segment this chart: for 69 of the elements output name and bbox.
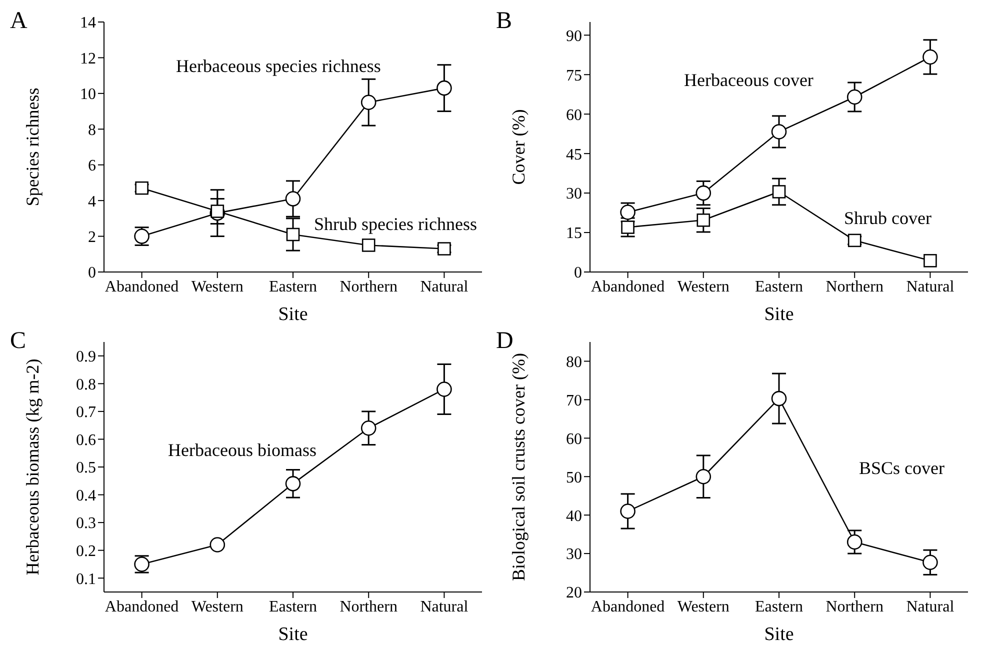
x-tick-label: Natural xyxy=(906,598,955,616)
x-tick-label: Abandoned xyxy=(104,278,179,296)
series-label: Herbaceous cover xyxy=(684,70,814,91)
y-tick-label: 4 xyxy=(88,193,96,210)
y-tick-label: 0.9 xyxy=(76,348,96,366)
y-tick-label: 0.5 xyxy=(76,460,96,477)
x-axis-title: Site xyxy=(278,624,308,645)
y-axis-title: Biological soil crusts cover (%) xyxy=(508,353,528,581)
y-tick-label: 60 xyxy=(566,106,582,124)
y-tick-label: 30 xyxy=(566,546,582,564)
y-tick-label: 45 xyxy=(566,146,582,164)
chart-title: B xyxy=(496,8,512,35)
x-tick-label: Western xyxy=(191,278,244,296)
x-tick-label: Eastern xyxy=(269,278,317,296)
y-tick-label: 50 xyxy=(566,469,582,486)
y-tick-label: 6 xyxy=(88,158,96,175)
x-tick-label: Natural xyxy=(906,278,955,296)
x-tick-label: Abandoned xyxy=(104,598,179,616)
x-tick-label: Eastern xyxy=(755,278,803,296)
series-label: Herbaceous species richness xyxy=(176,56,381,77)
y-tick-label: 0.2 xyxy=(76,543,96,560)
y-tick-label: 20 xyxy=(566,584,582,602)
y-tick-label: 0.4 xyxy=(76,487,96,504)
chart-title: D xyxy=(496,328,514,354)
y-tick-label: 70 xyxy=(566,392,582,410)
x-tick-label: Northern xyxy=(826,278,884,296)
y-tick-label: 30 xyxy=(566,186,582,203)
x-tick-label: Western xyxy=(677,278,730,296)
y-tick-label: 90 xyxy=(566,28,582,45)
x-tick-label: Western xyxy=(191,598,244,616)
y-tick-label: 0.1 xyxy=(76,570,96,588)
x-axis-title: Site xyxy=(764,624,794,645)
series-label: Shrub species richness xyxy=(314,214,477,235)
y-tick-label: 15 xyxy=(566,225,582,242)
x-tick-label: Eastern xyxy=(269,598,317,616)
y-tick-label: 0 xyxy=(88,264,96,282)
y-tick-label: 2 xyxy=(88,228,96,246)
y-tick-label: 12 xyxy=(80,50,96,68)
x-tick-label: Natural xyxy=(420,278,469,296)
y-axis-title: Herbaceous biomass (kg m-2) xyxy=(22,358,42,576)
series-label: BSCs cover xyxy=(859,458,944,479)
chart-title: A xyxy=(10,8,28,35)
y-axis-title: Species richness xyxy=(22,88,42,206)
chart-title: C xyxy=(10,328,26,355)
y-tick-label: 0.7 xyxy=(76,404,96,422)
y-tick-label: 0.8 xyxy=(76,376,96,394)
x-axis-title: Site xyxy=(764,304,794,325)
x-tick-label: Abandoned xyxy=(590,278,665,296)
y-tick-label: 10 xyxy=(80,86,96,104)
x-tick-label: Northern xyxy=(340,278,398,296)
x-tick-label: Abandoned xyxy=(590,598,665,616)
y-tick-label: 8 xyxy=(88,122,96,139)
y-tick-label: 75 xyxy=(566,67,582,84)
x-tick-label: Northern xyxy=(826,598,884,616)
y-tick-label: 14 xyxy=(80,14,96,32)
y-tick-label: 0.3 xyxy=(76,515,96,532)
series-label: Herbaceous biomass xyxy=(168,440,316,461)
x-tick-label: Northern xyxy=(340,598,398,616)
y-tick-label: 60 xyxy=(566,430,582,448)
series-label: Shrub cover xyxy=(844,208,932,229)
y-tick-label: 0.6 xyxy=(76,432,96,449)
x-tick-label: Natural xyxy=(420,598,469,616)
y-tick-label: 0 xyxy=(574,264,582,282)
x-tick-label: Eastern xyxy=(755,598,803,616)
y-axis-title: Cover (%) xyxy=(508,109,528,185)
y-tick-label: 40 xyxy=(566,508,582,525)
x-tick-label: Western xyxy=(677,598,730,616)
x-axis-title: Site xyxy=(278,304,308,325)
y-tick-label: 80 xyxy=(566,354,582,371)
